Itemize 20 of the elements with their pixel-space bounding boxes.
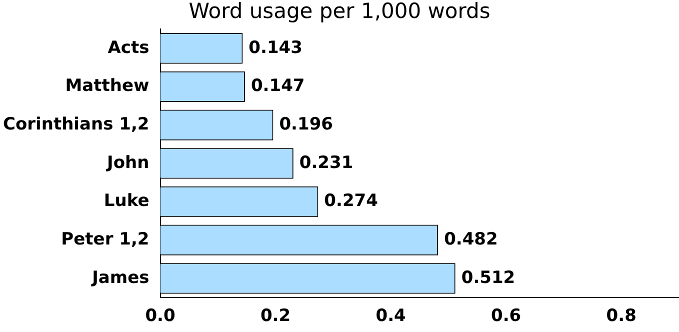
y-tick-label: James (91, 268, 150, 288)
y-tick-label: John (106, 152, 150, 173)
data-label: 0.274 (324, 191, 378, 212)
x-tick-label: 0.8 (606, 306, 636, 326)
x-tick-label: 0.0 (145, 306, 176, 326)
data-label: 0.143 (248, 38, 302, 58)
data-label: 0.512 (461, 268, 516, 288)
x-tick-label: 0.2 (260, 306, 291, 326)
data-label: 0.231 (299, 152, 354, 173)
x-tick-label: 0.4 (376, 306, 406, 326)
y-tick-label: Corinthians 1,2 (2, 114, 150, 134)
x-tick-label: 0.6 (491, 306, 522, 326)
y-tick-label: Acts (108, 38, 150, 58)
chart-title: Word usage per 1,000 words (188, 0, 490, 24)
data-label: 0.196 (279, 114, 334, 134)
data-label: 0.147 (250, 76, 305, 96)
y-tick-label: Peter 1,2 (61, 230, 150, 250)
y-tick-label: Luke (104, 191, 150, 212)
y-tick-label: Matthew (65, 76, 150, 96)
data-label: 0.482 (444, 230, 498, 250)
